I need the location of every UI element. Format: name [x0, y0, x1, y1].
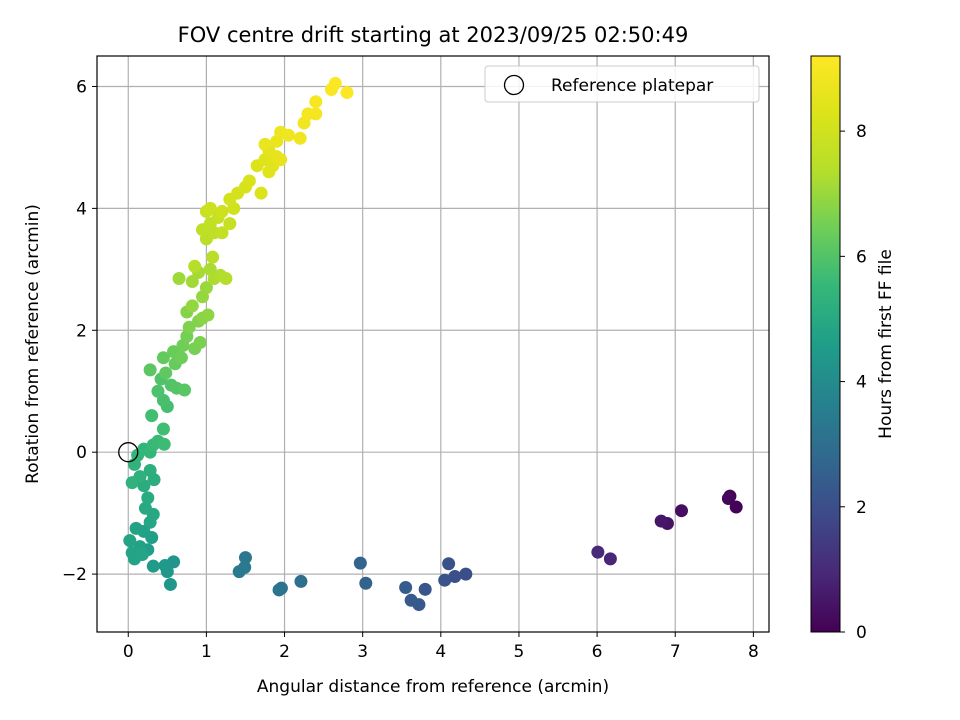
data-point — [603, 552, 617, 566]
data-point — [238, 551, 252, 565]
data-point — [206, 250, 220, 264]
data-point — [188, 259, 202, 273]
legend: Reference platepar — [484, 65, 760, 103]
data-point — [158, 559, 172, 573]
data-point — [654, 514, 668, 528]
data-point — [215, 204, 229, 218]
x-axis-label: Angular distance from reference (arcmin) — [257, 677, 609, 697]
data-point — [215, 226, 229, 240]
y-axis-label: Rotation from reference (arcmin) — [23, 204, 43, 484]
data-point — [309, 95, 323, 109]
data-point — [272, 583, 286, 597]
x-tick-label: 0 — [123, 642, 134, 662]
data-point — [145, 409, 159, 423]
data-point — [254, 186, 268, 200]
colorbar-tick-label: 8 — [856, 122, 867, 142]
y-tick-label: 0 — [76, 443, 87, 463]
data-point — [172, 271, 186, 285]
data-point — [199, 281, 213, 295]
data-point — [404, 593, 418, 607]
data-point — [125, 476, 139, 490]
data-point — [163, 577, 177, 591]
data-point — [185, 275, 199, 289]
x-tick-label: 6 — [592, 642, 603, 662]
points-layer — [123, 76, 743, 612]
data-point — [328, 76, 342, 90]
colorbar-ticks: 0 2 4 6 8 — [840, 122, 867, 643]
data-point — [193, 335, 207, 349]
reference-layer — [118, 442, 139, 463]
y-tick-label: 4 — [76, 199, 87, 219]
legend-reference-marker — [503, 74, 525, 96]
y-ticks: −2 0 2 4 6 — [62, 77, 97, 585]
data-point — [309, 107, 323, 121]
data-point — [123, 534, 137, 548]
legend-box — [484, 65, 760, 103]
data-point — [146, 559, 160, 573]
data-point — [129, 521, 143, 535]
data-point — [185, 299, 199, 313]
colorbar — [810, 55, 841, 633]
x-tick-label: 4 — [435, 642, 446, 662]
data-point — [138, 501, 152, 515]
data-point — [141, 491, 155, 505]
data-point — [674, 504, 688, 518]
data-point — [143, 463, 157, 477]
data-point — [125, 546, 139, 560]
colorbar-tick-label: 6 — [856, 247, 867, 267]
x-tick-label: 8 — [748, 642, 759, 662]
x-tick-label: 2 — [279, 642, 290, 662]
legend-entry-reference: Reference platepar — [551, 76, 713, 96]
data-point — [721, 492, 735, 506]
chart-title: FOV centre drift starting at 2023/09/25 … — [178, 23, 689, 47]
data-point — [156, 422, 170, 436]
data-point — [135, 548, 149, 562]
data-point — [294, 574, 308, 588]
data-point — [174, 351, 188, 365]
data-point — [242, 174, 256, 188]
data-point — [159, 366, 173, 380]
x-tick-label: 7 — [670, 642, 681, 662]
data-point — [182, 320, 196, 334]
data-point — [274, 153, 288, 167]
data-point — [219, 271, 233, 285]
colorbar-tick-label: 2 — [856, 498, 867, 518]
data-point — [438, 573, 452, 587]
data-point — [151, 384, 165, 398]
x-tick-label: 1 — [201, 642, 212, 662]
data-point — [223, 217, 237, 231]
colorbar-tick-label: 4 — [856, 373, 867, 393]
colorbar-label: Hours from first FF file — [876, 249, 896, 439]
data-point — [201, 308, 215, 322]
data-point — [258, 137, 272, 151]
data-point — [143, 363, 157, 377]
data-point — [591, 545, 605, 559]
data-point — [293, 131, 307, 145]
data-point — [203, 201, 217, 215]
data-point — [340, 86, 354, 100]
y-tick-label: −2 — [62, 565, 87, 585]
data-point — [359, 576, 373, 590]
data-point — [156, 351, 170, 365]
data-point — [353, 556, 367, 570]
data-point — [178, 383, 192, 397]
data-point — [448, 570, 462, 584]
x-tick-label: 3 — [357, 642, 368, 662]
data-point — [459, 567, 473, 581]
colorbar-tick-label: 0 — [856, 623, 867, 643]
data-point — [232, 565, 246, 579]
data-point — [418, 582, 432, 596]
y-tick-label: 2 — [76, 321, 87, 341]
x-tick-label: 5 — [514, 642, 525, 662]
x-ticks: 0 1 2 3 4 5 6 7 8 — [123, 632, 759, 662]
data-point — [281, 128, 295, 142]
data-point — [399, 581, 413, 595]
reference-platepar-marker — [118, 442, 139, 463]
plot-frame — [96, 55, 770, 633]
data-point — [442, 557, 456, 571]
y-tick-label: 6 — [76, 77, 87, 97]
data-point — [157, 437, 171, 451]
data-point — [729, 500, 743, 514]
